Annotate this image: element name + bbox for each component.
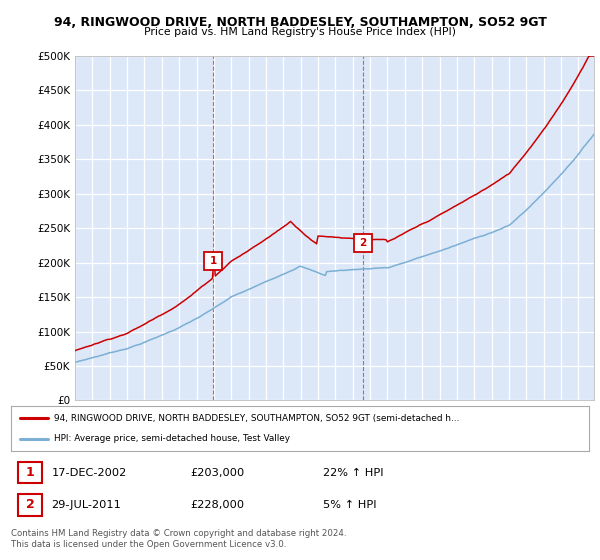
FancyBboxPatch shape (18, 494, 42, 516)
Text: 94, RINGWOOD DRIVE, NORTH BADDESLEY, SOUTHAMPTON, SO52 9GT: 94, RINGWOOD DRIVE, NORTH BADDESLEY, SOU… (53, 16, 547, 29)
Text: 17-DEC-2002: 17-DEC-2002 (51, 468, 127, 478)
FancyBboxPatch shape (18, 462, 42, 483)
Text: Contains HM Land Registry data © Crown copyright and database right 2024.
This d: Contains HM Land Registry data © Crown c… (11, 529, 346, 549)
Text: 94, RINGWOOD DRIVE, NORTH BADDESLEY, SOUTHAMPTON, SO52 9GT (semi-detached h...: 94, RINGWOOD DRIVE, NORTH BADDESLEY, SOU… (54, 414, 460, 423)
Text: 2: 2 (26, 498, 34, 511)
Text: 1: 1 (209, 255, 217, 265)
Text: 2: 2 (359, 239, 366, 248)
Text: 5% ↑ HPI: 5% ↑ HPI (323, 500, 377, 510)
Text: 1: 1 (26, 466, 34, 479)
Text: £228,000: £228,000 (190, 500, 244, 510)
Text: £203,000: £203,000 (190, 468, 244, 478)
Text: Price paid vs. HM Land Registry's House Price Index (HPI): Price paid vs. HM Land Registry's House … (144, 27, 456, 37)
Text: 29-JUL-2011: 29-JUL-2011 (51, 500, 121, 510)
Text: 22% ↑ HPI: 22% ↑ HPI (323, 468, 384, 478)
Text: HPI: Average price, semi-detached house, Test Valley: HPI: Average price, semi-detached house,… (54, 434, 290, 443)
